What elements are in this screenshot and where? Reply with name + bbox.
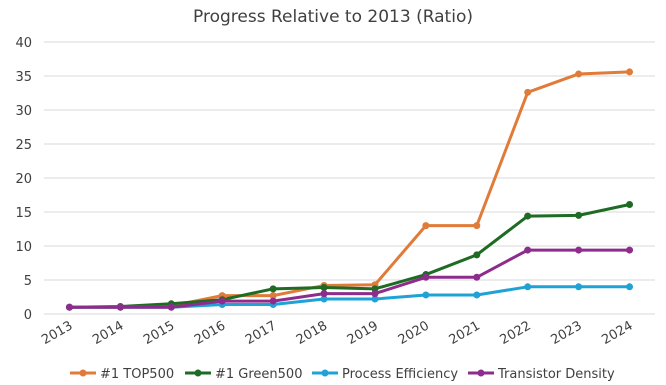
data-point: [116, 303, 124, 311]
y-tick-label: 5: [24, 274, 32, 289]
x-tick-label: 2024: [599, 318, 635, 348]
legend-item: Transistor Density: [468, 367, 615, 382]
data-point: [269, 292, 277, 300]
y-tick-label: 15: [15, 206, 32, 221]
data-point: [473, 251, 481, 259]
x-tick-label: 2018: [294, 318, 330, 348]
series-lines: [65, 68, 634, 311]
data-point: [626, 283, 634, 291]
data-point: [371, 295, 379, 303]
data-point: [626, 246, 634, 254]
data-point: [218, 297, 226, 305]
x-tick-label: 2015: [141, 318, 177, 348]
legend-swatch-marker: [79, 369, 87, 377]
series-line: [67, 70, 632, 309]
data-point: [524, 88, 532, 96]
gridlines: [44, 41, 655, 315]
y-tick-label: 40: [15, 36, 32, 51]
x-tick-label: 2020: [396, 318, 432, 348]
y-tick-label: 25: [15, 138, 32, 153]
legend-swatch-marker: [194, 369, 202, 377]
chart-title: Progress Relative to 2013 (Ratio): [193, 7, 473, 27]
x-tick-label: 2021: [447, 318, 483, 348]
data-point: [65, 303, 73, 311]
data-point: [524, 212, 532, 220]
legend-item: Process Efficiency: [312, 367, 458, 382]
legend-label: #1 Green500: [215, 367, 302, 382]
y-tick-label: 0: [24, 308, 32, 323]
data-point: [473, 273, 481, 281]
x-tick-label: 2016: [192, 318, 228, 348]
x-tick-label: 2013: [39, 318, 75, 348]
data-point: [269, 285, 277, 293]
x-tick-label: 2019: [345, 318, 381, 348]
data-point: [473, 291, 481, 299]
legend-swatch-marker: [477, 369, 485, 377]
x-axis: 2013 2014 2015 2016 2017 2018 2019 2020 2021 2022…: [39, 318, 635, 348]
x-tick-label: 2014: [90, 318, 126, 348]
data-point: [422, 273, 430, 281]
legend-item: #1 Green500: [185, 367, 302, 382]
data-point: [575, 246, 583, 254]
series-group: [65, 68, 634, 311]
y-axis: 0 5 10 15 20 25 30 35 40: [15, 36, 32, 323]
series-group: [65, 246, 634, 311]
y-tick-label: 10: [15, 240, 32, 255]
data-point: [320, 283, 328, 291]
data-point: [575, 283, 583, 291]
data-point: [626, 201, 634, 209]
data-point: [371, 290, 379, 298]
y-tick-label: 30: [15, 104, 32, 119]
data-point: [524, 246, 532, 254]
y-tick-label: 20: [15, 172, 32, 187]
data-point: [575, 70, 583, 78]
data-point: [320, 290, 328, 298]
x-tick-label: 2023: [548, 318, 584, 348]
series-line: [67, 248, 632, 309]
data-point: [167, 303, 175, 311]
y-tick-label: 35: [15, 70, 32, 85]
data-point: [269, 297, 277, 305]
data-point: [473, 222, 481, 230]
data-point: [524, 283, 532, 291]
data-point: [422, 291, 430, 299]
legend-label: #1 TOP500: [100, 367, 174, 382]
data-point: [626, 68, 634, 76]
legend-label: Process Efficiency: [342, 367, 458, 382]
data-point: [422, 222, 430, 230]
data-point: [320, 295, 328, 303]
x-tick-label: 2022: [498, 318, 534, 348]
legend-label: Transistor Density: [497, 367, 615, 382]
x-tick-label: 2017: [243, 318, 279, 348]
legend-swatch-marker: [321, 369, 329, 377]
legend: #1 TOP500 #1 Green500 Process Efficiency Tr…: [70, 367, 615, 382]
legend-item: #1 TOP500: [70, 367, 174, 382]
series-line: [67, 203, 632, 309]
data-point: [575, 211, 583, 219]
